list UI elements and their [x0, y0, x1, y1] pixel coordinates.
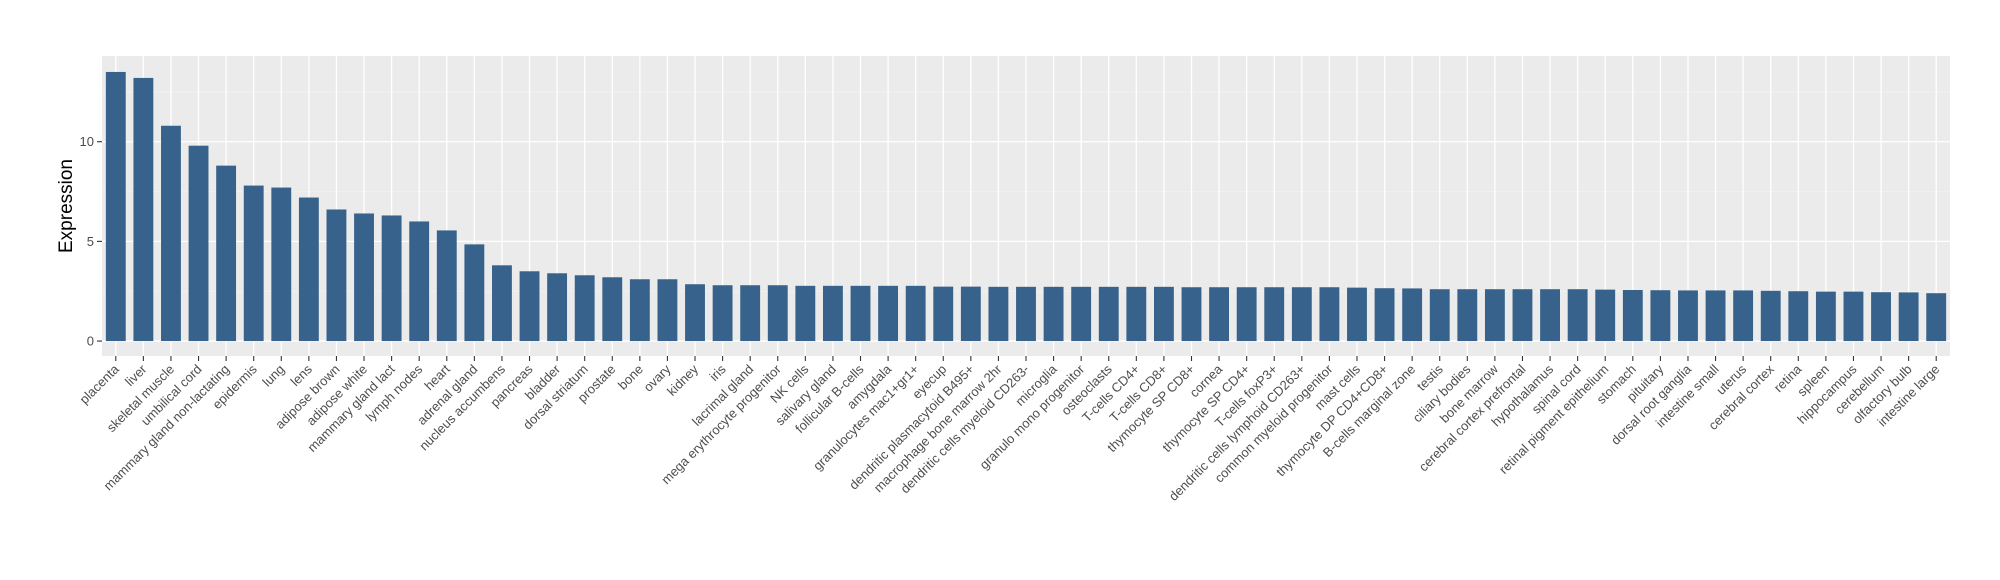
bar [850, 285, 871, 342]
y-tick-label: 0 [87, 334, 94, 349]
bar [1595, 289, 1616, 342]
bar [1705, 290, 1726, 342]
bar [795, 285, 816, 342]
bar [298, 197, 319, 342]
bar [381, 215, 402, 342]
bar [188, 145, 209, 342]
bar [105, 71, 126, 342]
bar [1926, 293, 1947, 342]
y-tick-label: 10 [80, 134, 94, 149]
bar [602, 277, 623, 342]
bar [161, 125, 181, 342]
bar [354, 213, 374, 342]
bar [133, 77, 154, 342]
bar [574, 275, 595, 342]
bar [1540, 289, 1560, 342]
bar [409, 221, 430, 342]
bar [712, 285, 733, 342]
bar [243, 185, 264, 342]
bar [1181, 287, 1202, 342]
bar [1374, 288, 1395, 342]
x-tick-label: lung [259, 362, 287, 390]
bar [1678, 290, 1698, 342]
x-tick-label: kidney [664, 361, 702, 399]
bar [767, 285, 788, 342]
bar [1622, 290, 1643, 342]
bar [1209, 287, 1230, 342]
x-tick-label: placenta [77, 361, 123, 407]
x-tick-label: bone [615, 362, 646, 393]
bar [216, 165, 237, 342]
bar [629, 279, 650, 342]
bar [657, 279, 678, 342]
bar [740, 285, 761, 342]
bar [1457, 289, 1478, 342]
bar [1153, 286, 1174, 342]
bar [878, 285, 899, 342]
bar [1319, 287, 1340, 342]
bar [1760, 290, 1781, 342]
bar [326, 209, 347, 342]
bar [1016, 286, 1036, 342]
y-axis: 0 5 10 [80, 134, 102, 349]
bar [1402, 288, 1423, 342]
bar [547, 273, 568, 342]
bar [1264, 287, 1285, 342]
bar [960, 286, 981, 342]
bar [271, 187, 292, 342]
bar [685, 284, 705, 342]
bar [464, 244, 485, 342]
bar [822, 285, 843, 342]
bar [1484, 289, 1505, 342]
bar [1788, 291, 1809, 342]
bar [988, 286, 1009, 342]
bar [1512, 289, 1533, 342]
bar [436, 230, 457, 342]
bar [933, 286, 954, 342]
bar [1126, 286, 1147, 342]
bars [105, 71, 1947, 342]
y-tick-label: 5 [87, 234, 94, 249]
bar [1236, 287, 1257, 342]
bar [1898, 292, 1919, 342]
bar [1843, 291, 1864, 342]
bar [1733, 290, 1754, 342]
bar [1871, 292, 1891, 342]
bar [492, 265, 512, 342]
bar [1071, 286, 1092, 342]
bar [1098, 286, 1119, 342]
bar [1815, 291, 1836, 342]
bar [1567, 289, 1588, 342]
bar [1347, 287, 1367, 342]
bar [905, 285, 926, 342]
bar [519, 271, 540, 342]
bar [1650, 290, 1671, 342]
bar [1043, 286, 1064, 342]
bar [1429, 289, 1450, 342]
y-axis-title: Expression [56, 159, 77, 253]
bar [1291, 287, 1312, 342]
